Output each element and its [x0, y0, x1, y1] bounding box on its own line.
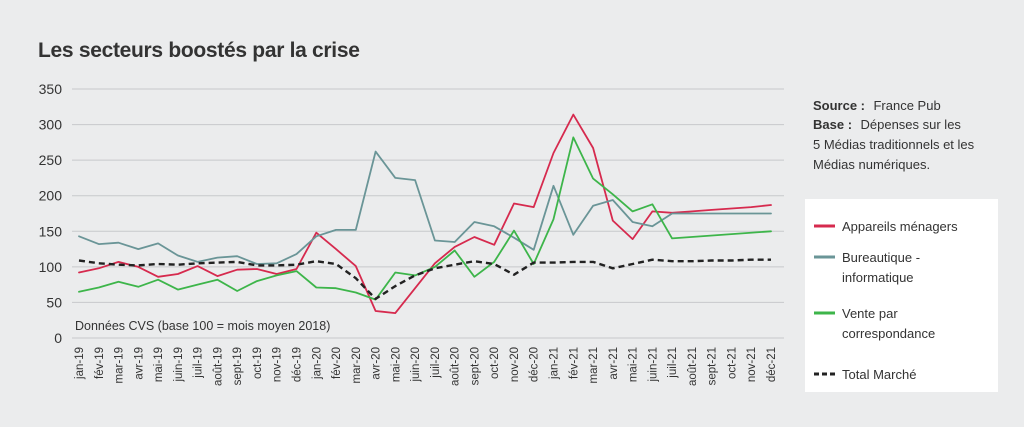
source-label: Source :	[813, 98, 865, 113]
x-tick-sept-19: sept-19	[232, 347, 244, 385]
x-tick-nov-19: nov-19	[272, 347, 284, 382]
x-tick-mar-20: mar-20	[351, 347, 363, 383]
grid	[72, 88, 784, 339]
legend-label-3: Vente par	[842, 306, 898, 321]
x-tick-avr-21: avr-21	[608, 347, 620, 380]
chart-annotation: Données CVS (base 100 = mois moyen 2018)	[75, 319, 330, 333]
legend: Appareils ménagers Bureautique - informati…	[814, 219, 958, 382]
x-tick-oct-19: oct-19	[252, 347, 264, 379]
y-tick-200: 200	[39, 188, 63, 204]
legend-box	[805, 199, 998, 392]
x-tick-fév-20: fév-20	[331, 347, 343, 379]
series-line-2	[78, 150, 772, 265]
x-tick-mai-20: mai-20	[390, 347, 402, 382]
legend-label-1: Appareils ménagers	[842, 219, 958, 234]
x-tick-juin-20: juin-20	[410, 347, 422, 383]
x-axis: jan-19 fév-19 mar-19 avr-19 mai-19 juin-19 jui…	[74, 347, 778, 386]
x-tick-nov-21: nov-21	[746, 347, 758, 382]
source-text: France Pub	[873, 98, 940, 113]
base-line-3: 5 Médias traditionnels et les	[813, 137, 975, 152]
x-tick-juil-20: juil-20	[430, 347, 442, 379]
x-tick-août-21: août-21	[687, 347, 699, 386]
y-tick-150: 150	[39, 223, 63, 239]
x-tick-mar-21: mar-21	[588, 347, 600, 383]
base-text: Dépenses sur les	[860, 117, 961, 132]
y-tick-50: 50	[46, 294, 62, 310]
y-tick-350: 350	[39, 81, 63, 97]
x-tick-nov-20: nov-20	[509, 347, 521, 382]
x-tick-oct-21: oct-21	[726, 347, 738, 379]
legend-label-2: Bureautique -	[842, 250, 920, 265]
series	[78, 113, 772, 314]
y-axis: 0 50 100 150 200 250 300 350	[39, 81, 63, 346]
x-tick-déc-20: déc-20	[529, 347, 541, 382]
series-line-3	[78, 136, 772, 301]
x-tick-sept-20: sept-20	[469, 347, 481, 385]
x-tick-juil-21: juil-21	[667, 347, 679, 379]
y-tick-100: 100	[39, 259, 63, 275]
x-tick-fév-21: fév-21	[568, 347, 580, 379]
x-tick-mai-21: mai-21	[628, 347, 640, 382]
x-tick-sept-21: sept-21	[707, 347, 719, 385]
x-tick-oct-20: oct-20	[489, 347, 501, 379]
source-line-1: Source : France Pub	[813, 97, 941, 114]
legend-label-4: Total Marché	[842, 367, 916, 382]
x-tick-juil-19: juil-19	[193, 347, 205, 379]
x-tick-août-19: août-19	[212, 347, 224, 386]
x-tick-mar-19: mar-19	[114, 347, 126, 383]
x-tick-déc-19: déc-19	[291, 347, 303, 382]
x-tick-avr-19: avr-19	[133, 347, 145, 380]
x-tick-jan-19: jan-19	[74, 347, 86, 380]
x-tick-déc-21: déc-21	[766, 347, 778, 382]
y-tick-300: 300	[39, 117, 63, 133]
y-tick-0: 0	[54, 330, 62, 346]
chart-title: Les secteurs boostés par la crise	[38, 39, 360, 62]
base-label: Base :	[813, 117, 852, 132]
y-tick-250: 250	[39, 152, 63, 168]
x-tick-mai-19: mai-19	[153, 347, 165, 382]
x-tick-août-20: août-20	[450, 347, 462, 386]
source-block: Source : France Pub Base : Dépenses sur …	[813, 97, 975, 172]
x-tick-fév-19: fév-19	[94, 347, 106, 379]
legend-label-3: correspondance	[842, 326, 935, 341]
x-tick-jan-21: jan-21	[549, 347, 561, 380]
legend-label-2: informatique	[842, 270, 914, 285]
source-line-2: Base : Dépenses sur les	[813, 116, 961, 133]
x-tick-avr-20: avr-20	[371, 347, 383, 380]
base-line-4: Médias numériques.	[813, 157, 930, 172]
x-tick-jan-20: jan-20	[311, 347, 323, 380]
x-tick-juin-19: juin-19	[173, 347, 185, 383]
x-tick-juin-21: juin-21	[647, 347, 659, 383]
series-line-4	[78, 258, 771, 301]
